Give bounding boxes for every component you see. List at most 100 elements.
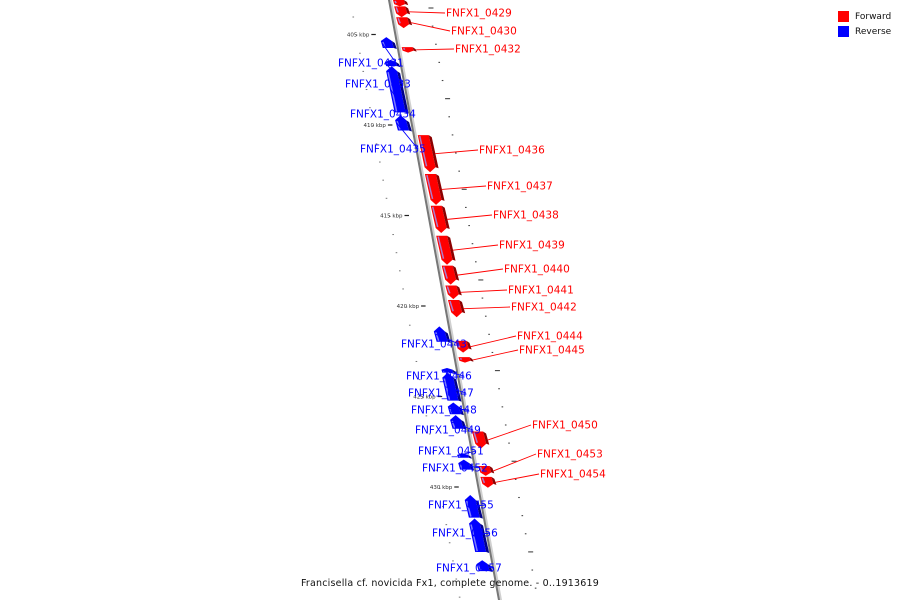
gene-0430-label: FNFX1_0430 [451, 26, 517, 38]
legend-reverse: Reverse [838, 24, 898, 39]
gene-0433-shade [395, 62, 401, 68]
gene-0453-shade [489, 465, 495, 474]
gene-0441-shade [456, 285, 462, 296]
genes [380, 0, 497, 573]
gene-0433-label: FNFX1_0433 [345, 79, 411, 91]
gene-0456-body [469, 518, 487, 553]
kbp-label: 425 kbp [413, 395, 436, 401]
gene-0447-shade [453, 377, 462, 402]
gene-0436-shade [428, 135, 439, 169]
gene-0432-leader [416, 48, 455, 51]
gene-0445-highlight [459, 357, 463, 361]
gene-0447-label: FNFX1_0447 [408, 388, 474, 400]
gene-0456-shade [480, 523, 490, 554]
gene-0443-label: FNFX1_0443 [401, 339, 467, 351]
gene-0438-shade [441, 205, 450, 229]
gene-0432-body [401, 47, 414, 53]
gene-0452-leader [459, 464, 481, 469]
gene-0454-highlight [481, 477, 486, 484]
gene-0429-leader [409, 11, 446, 14]
kbp-label: 410 kbp [363, 123, 386, 129]
gene-0454-leader [495, 473, 540, 483]
gene-0437-highlight [426, 174, 434, 200]
gene-0441-label: FNFX1_0441 [508, 285, 574, 297]
gene-0437 [424, 174, 445, 205]
gene-0450 [472, 431, 490, 449]
gene-0429-label: FNFX1_0429 [446, 8, 512, 20]
gene-0456-label: FNFX1_0456 [432, 528, 498, 540]
gene-0434-label: FNFX1_0434 [350, 109, 416, 121]
gene-0436 [417, 135, 439, 173]
gene-0447 [442, 372, 462, 402]
gene-0433 [384, 59, 401, 68]
gene-0440 [441, 265, 460, 285]
gene-0456 [469, 518, 490, 554]
gene-0447-body [442, 372, 459, 401]
gene-0455-leader [466, 504, 487, 507]
gene-0429 [394, 6, 411, 18]
gene-0432-label: FNFX1_0432 [455, 44, 521, 56]
gene-0440-shade [452, 265, 460, 281]
gene-0442-shade [458, 300, 466, 314]
gene-0455-shade [475, 499, 483, 519]
gene-0431 [380, 37, 397, 50]
gene-0435-shade [406, 120, 412, 132]
gene-0438-leader [447, 214, 493, 220]
gene-0440-leader [457, 268, 504, 276]
gene-0448-shade [458, 406, 464, 416]
gene-0444-shade [466, 340, 472, 350]
gene-0445-body [458, 357, 471, 363]
gene-0433-leader [385, 62, 404, 85]
legend: Forward Reverse [838, 9, 898, 39]
gene-0445 [458, 357, 474, 363]
gene-0457-shade [487, 564, 493, 573]
kbp-label: 415 kbp [380, 214, 403, 220]
gene-0436-label: FNFX1_0436 [479, 145, 545, 157]
gene-0445-shade [469, 357, 474, 362]
gene-0436-highlight [419, 135, 428, 167]
gene-0430-leader [411, 22, 451, 32]
gene-0437-label: FNFX1_0437 [487, 181, 553, 193]
gene-0432-shade [412, 47, 417, 52]
gene-0446-shade [452, 369, 457, 374]
kbp-label: 420 kbp [397, 304, 420, 310]
legend-forward-label: Forward [855, 11, 892, 22]
gene-0439-highlight [437, 236, 445, 259]
gene-0434-shade [397, 71, 409, 114]
gene-0441 [445, 285, 462, 300]
gene-0453-highlight [479, 466, 483, 472]
gene-0447-highlight [443, 378, 451, 400]
forward-swatch [838, 11, 849, 22]
gene-0437-shade [435, 174, 445, 201]
gene-0434-leader [390, 89, 409, 115]
gene-0448-label: FNFX1_0448 [411, 405, 477, 417]
gene-0444-label: FNFX1_0444 [517, 331, 583, 343]
gene-0441-highlight [446, 286, 451, 294]
gene-0456-highlight [470, 524, 478, 552]
backbone-shadow [388, 0, 503, 600]
gene-0451-leader [457, 450, 477, 456]
gene-0432-highlight [403, 47, 406, 51]
gene-0456-leader [472, 532, 491, 536]
gene-0430-shade [407, 17, 413, 26]
gene-0450-shade [483, 431, 490, 445]
gene-0452-label: FNFX1_0452 [422, 463, 488, 475]
legend-reverse-label: Reverse [855, 26, 892, 37]
gene-0454-label: FNFX1_0454 [540, 469, 606, 481]
reverse-swatch [838, 26, 849, 37]
kbp-label: 405 kbp [347, 33, 370, 39]
gene-0445-leader [472, 349, 519, 361]
gene-0430-highlight [397, 17, 401, 24]
gene-0440-label: FNFX1_0440 [504, 264, 570, 276]
gene-0441-leader [460, 289, 508, 293]
gene-0434-body [386, 66, 406, 113]
gene-0438 [430, 205, 450, 233]
gene-0435-label: FNFX1_0435 [360, 144, 426, 156]
gene-0432 [401, 47, 417, 53]
gene-0431-leader [381, 42, 397, 64]
kbp-label: 430 kbp [430, 485, 453, 491]
gene-0444-leader [470, 335, 517, 348]
gene-0428-highlight [394, 0, 397, 4]
gene-0457-label: FNFX1_0457 [436, 563, 502, 575]
gene-0428-shade [404, 0, 409, 6]
